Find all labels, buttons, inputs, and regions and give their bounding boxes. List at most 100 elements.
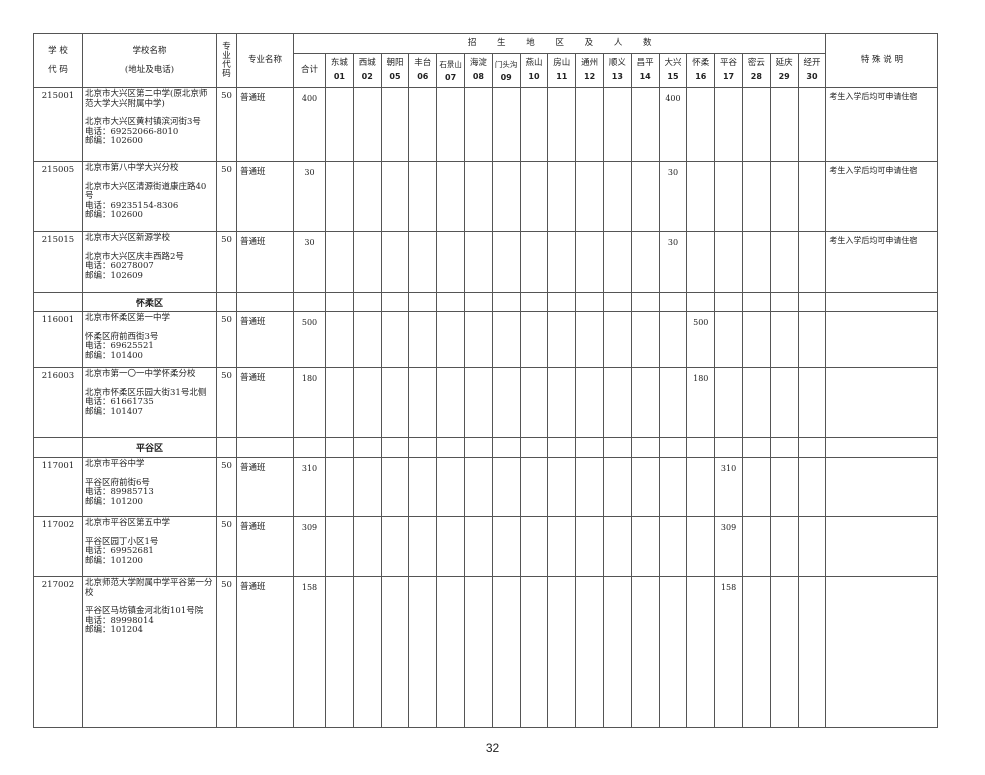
region-count-empty <box>325 311 354 368</box>
total-count: 30 <box>293 231 326 293</box>
school-code: 217002 <box>33 576 83 728</box>
region-count-empty <box>741 367 771 438</box>
major-code: 50 <box>216 576 237 728</box>
major-code: 50 <box>216 516 237 577</box>
school-address: 平谷区园丁小区1号 <box>85 536 159 547</box>
region-count-empty <box>602 576 632 728</box>
region-count-empty <box>658 457 688 517</box>
cell-empty <box>686 437 716 458</box>
region-count-empty <box>408 87 438 162</box>
region-code: 28 <box>750 72 762 81</box>
region-name: 西城 <box>358 58 376 68</box>
header-region-11: 房山 11 <box>547 53 577 88</box>
region-code: 12 <box>584 72 596 81</box>
region-code: 10 <box>528 72 540 81</box>
major-name: 普通班 <box>236 367 294 438</box>
region-name: 通州 <box>581 58 599 68</box>
region-code: 06 <box>417 72 429 81</box>
cell-empty <box>547 437 577 458</box>
school-phone: 电话：60278007 <box>85 261 154 271</box>
region-count-empty <box>797 576 827 728</box>
region-count: 180 <box>686 367 716 438</box>
school-postcode: 邮编：102600 <box>85 210 143 220</box>
region-count-empty <box>769 367 799 438</box>
region-count-empty <box>325 576 354 728</box>
region-count-empty <box>463 87 493 162</box>
school-postcode: 邮编：101204 <box>85 625 143 635</box>
school-address: 平谷区马坊镇金河北街101号院 <box>85 606 204 616</box>
school-address: 怀柔区府前西街3号 <box>85 331 159 342</box>
school-address: 北京市大兴区庆丰西路2号 <box>85 251 184 262</box>
region-count-empty <box>714 311 743 368</box>
region-count-empty <box>575 367 604 438</box>
cell-empty <box>463 292 493 312</box>
region-count-empty <box>519 576 549 728</box>
region-count-empty <box>741 457 771 517</box>
school-info: 北京市第八中学大兴分校 北京市大兴区清源街道康庄路40号 电话：69235154-8… <box>82 161 217 232</box>
school-info: 北京市大兴区新源学校 北京市大兴区庆丰西路2号 电话：60278007 邮编：1026… <box>82 231 217 293</box>
region-count-empty <box>436 311 465 368</box>
special-note <box>825 576 939 728</box>
header-school-code-line: 学 校 <box>48 45 68 56</box>
region-count-empty <box>325 161 354 232</box>
region-count-empty <box>491 311 521 368</box>
header-school-code-line: 代 码 <box>48 64 68 75</box>
region-count-empty <box>547 457 577 517</box>
region-count-empty <box>519 367 549 438</box>
region-count-empty <box>352 87 382 162</box>
region-count-empty <box>380 87 410 162</box>
cell-empty <box>741 292 771 312</box>
cell-empty <box>825 437 939 458</box>
cell-empty <box>436 437 465 458</box>
cell-empty <box>602 292 632 312</box>
region-count-empty <box>575 576 604 728</box>
region-count-empty <box>408 311 438 368</box>
header-region-group: 招 生 地 区 及 人 数 <box>292 33 827 54</box>
region-count-empty <box>408 231 438 293</box>
region-count-empty <box>769 231 799 293</box>
region-count-empty <box>547 367 577 438</box>
table-row: 117002 北京市平谷区第五中学 平谷区园丁小区1号 电话：69952681 邮编：1… <box>33 516 939 577</box>
region-count-empty <box>408 367 438 438</box>
header-region-09: 门头沟 09 <box>491 53 521 88</box>
section-row: 怀柔区 <box>33 292 939 312</box>
header-region-30: 经开 30 <box>797 53 827 88</box>
region-count-empty <box>463 311 493 368</box>
cell-empty <box>519 437 549 458</box>
region-code: 05 <box>389 72 401 81</box>
region-count-empty <box>602 367 632 438</box>
school-postcode: 邮编：101400 <box>85 350 143 361</box>
region-count-empty <box>380 516 410 577</box>
cell-empty <box>325 437 354 458</box>
region-count-empty <box>352 161 382 232</box>
region-code: 13 <box>611 72 623 81</box>
region-count-empty <box>769 161 799 232</box>
school-info: 北京市怀柔区第一中学 怀柔区府前西街3号 电话：69625521 邮编：101400 <box>82 311 217 368</box>
region-count-empty <box>380 311 410 368</box>
region-code: 11 <box>556 72 568 81</box>
header-region-17: 平谷 17 <box>714 53 743 88</box>
school-name: 北京市平谷区第五中学 <box>85 518 171 528</box>
region-name: 平谷 <box>720 58 738 68</box>
cell-empty <box>236 292 294 312</box>
region-count-empty <box>436 576 465 728</box>
school-phone: 电话：61661735 <box>85 397 154 407</box>
region-count-empty <box>575 231 604 293</box>
region-name: 大兴 <box>664 58 682 68</box>
header-school-code: 学 校代 码 <box>33 33 83 88</box>
region-count-empty <box>547 311 577 368</box>
region-name: 顺义 <box>608 58 626 68</box>
school-code: 117002 <box>33 516 83 577</box>
region-count-empty <box>741 516 771 577</box>
region-count-empty <box>714 161 743 232</box>
region-count-empty <box>630 516 660 577</box>
region-count-empty <box>602 311 632 368</box>
cell-empty <box>797 437 827 458</box>
region-code: 29 <box>778 72 790 81</box>
major-name: 普通班 <box>236 161 294 232</box>
region-count-empty <box>352 311 382 368</box>
header-region-14: 昌平 14 <box>630 53 660 88</box>
school-name: 北京市大兴区新源学校 <box>85 233 171 243</box>
region-count-empty <box>575 311 604 368</box>
region-count-empty <box>380 161 410 232</box>
